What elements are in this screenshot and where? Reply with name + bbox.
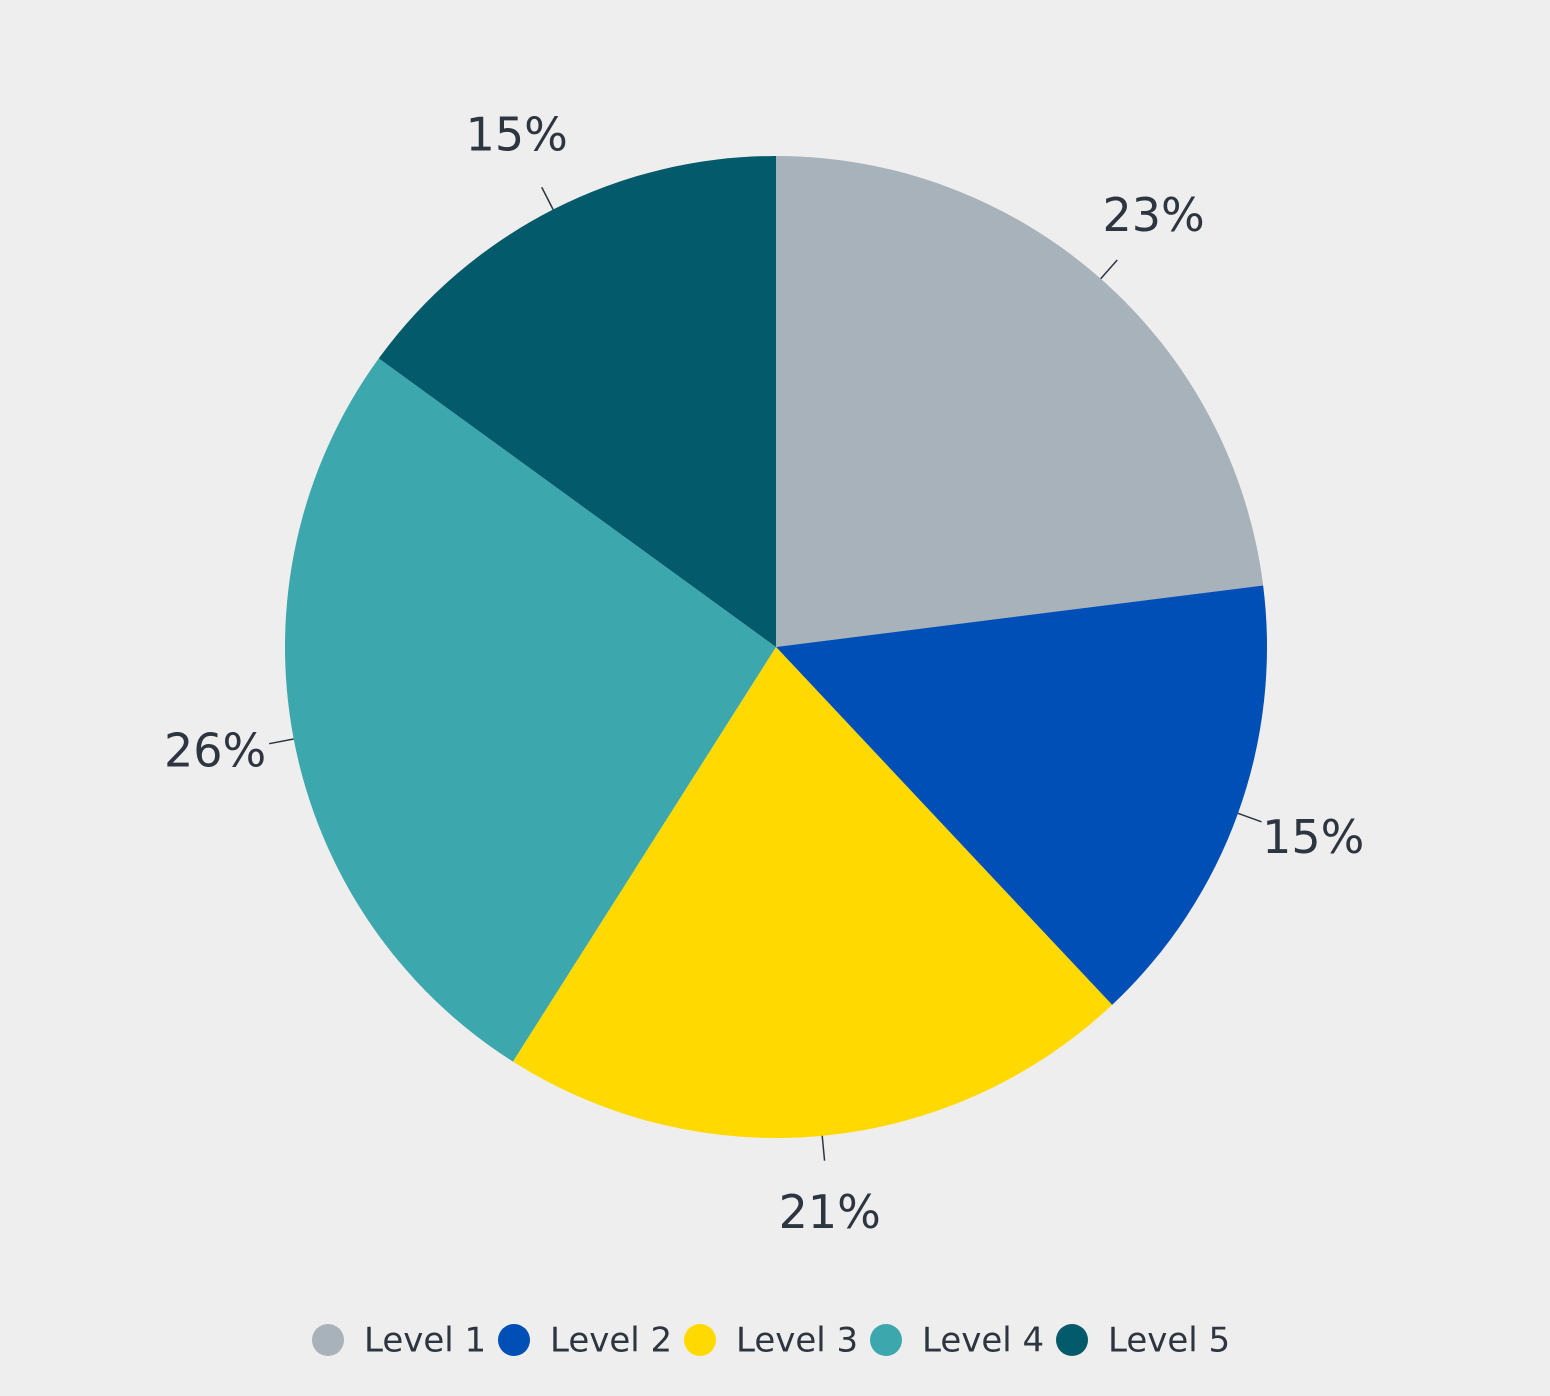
legend-marker: [684, 1324, 716, 1356]
leader-line: [541, 186, 554, 210]
legend-label: Level 4: [922, 1321, 1044, 1361]
data-label: 26%: [164, 723, 266, 777]
leader-line: [268, 738, 294, 745]
data-label: 15%: [1262, 810, 1364, 864]
pie-slice: [512, 647, 1113, 1138]
pie-slice: [378, 156, 776, 647]
legend-label: Level 1: [364, 1321, 486, 1361]
legend-marker: [498, 1324, 530, 1356]
leader-line: [1237, 812, 1262, 823]
pie-slice: [776, 156, 1264, 647]
pie-slice: [284, 358, 776, 1062]
data-label: 23%: [1102, 188, 1204, 242]
leader-line: [1100, 259, 1118, 280]
pie-slice: [776, 585, 1267, 1005]
data-label: 21%: [779, 1185, 881, 1239]
data-label: 15%: [466, 108, 568, 162]
legend-marker: [1056, 1324, 1088, 1356]
legend-label: Level 2: [550, 1321, 672, 1361]
legend-marker: [312, 1324, 344, 1356]
leader-line: [821, 1135, 826, 1161]
legend-marker: [870, 1324, 902, 1356]
legend-label: Level 3: [736, 1321, 858, 1361]
legend-label: Level 5: [1108, 1321, 1230, 1361]
